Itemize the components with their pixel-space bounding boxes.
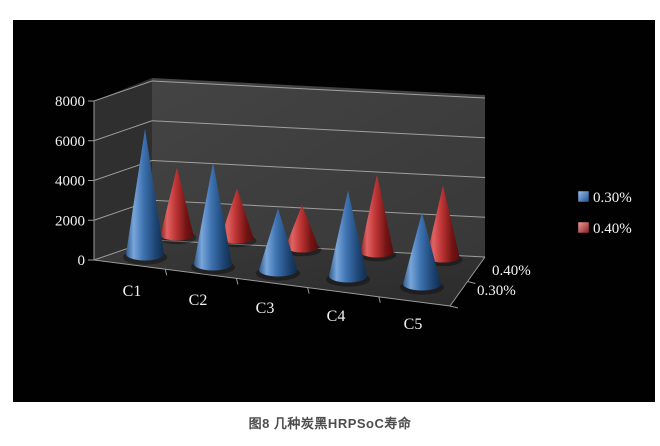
- y-tick-label: 8000: [55, 94, 85, 110]
- cone-0.40%-C2: [220, 188, 254, 244]
- depth-axis-tick: [449, 305, 459, 309]
- cone-chart-svg: 0 2000 4000 6000 8000 C1 C2 C3 C4 C5 0.40% 0.30% 0.3…: [55, 78, 632, 333]
- legend-label: 0.40%: [593, 221, 632, 237]
- cone-0.40%-C1: [160, 167, 194, 241]
- y-tick-label: 4000: [55, 174, 85, 190]
- x-axis-tick: [378, 296, 381, 303]
- x-axis-tick: [235, 278, 239, 285]
- legend-key: [577, 221, 590, 234]
- x-axis-line: [93, 259, 451, 307]
- y-tick-label: 2000: [55, 213, 85, 229]
- x-axis-tick: [307, 287, 310, 294]
- gridline-back: [151, 80, 486, 99]
- category-label: C5: [404, 316, 423, 333]
- gridline-side: [93, 120, 153, 142]
- cone-0.30%-C5: [403, 212, 441, 291]
- cone-0.40%-C5: [426, 185, 460, 263]
- cone-0.40%-C3: [285, 205, 319, 253]
- depth-axis-label: 0.30%: [477, 283, 516, 299]
- gridline-side: [93, 80, 153, 102]
- depth-axis-tick: [467, 281, 476, 284]
- legend-label: 0.30%: [593, 190, 632, 206]
- cone-0.40%-C4: [360, 174, 394, 258]
- figure-caption: 图8 几种炭黑HRPSoC寿命: [248, 416, 412, 431]
- y-tick-label: 0: [78, 253, 86, 269]
- cone-0.30%-C2: [194, 162, 232, 271]
- category-label: C2: [189, 292, 208, 309]
- category-label: C3: [256, 300, 275, 317]
- depth-axis-label: 0.40%: [492, 263, 531, 279]
- x-axis-tick: [164, 269, 168, 276]
- y-tick-label: 6000: [55, 134, 85, 150]
- category-label: C1: [123, 283, 142, 300]
- cone-0.30%-C3: [259, 208, 297, 277]
- cone-0.30%-C1: [126, 128, 164, 261]
- legend-key: [577, 190, 590, 203]
- cone-0.30%-C4: [329, 190, 367, 283]
- category-label: C4: [327, 308, 346, 325]
- chart-panel: 0 2000 4000 6000 8000 C1 C2 C3 C4 C5 0.40% 0.30% 0.3…: [13, 20, 655, 402]
- gridline-back: [151, 120, 486, 139]
- gridline-back: [151, 160, 486, 178]
